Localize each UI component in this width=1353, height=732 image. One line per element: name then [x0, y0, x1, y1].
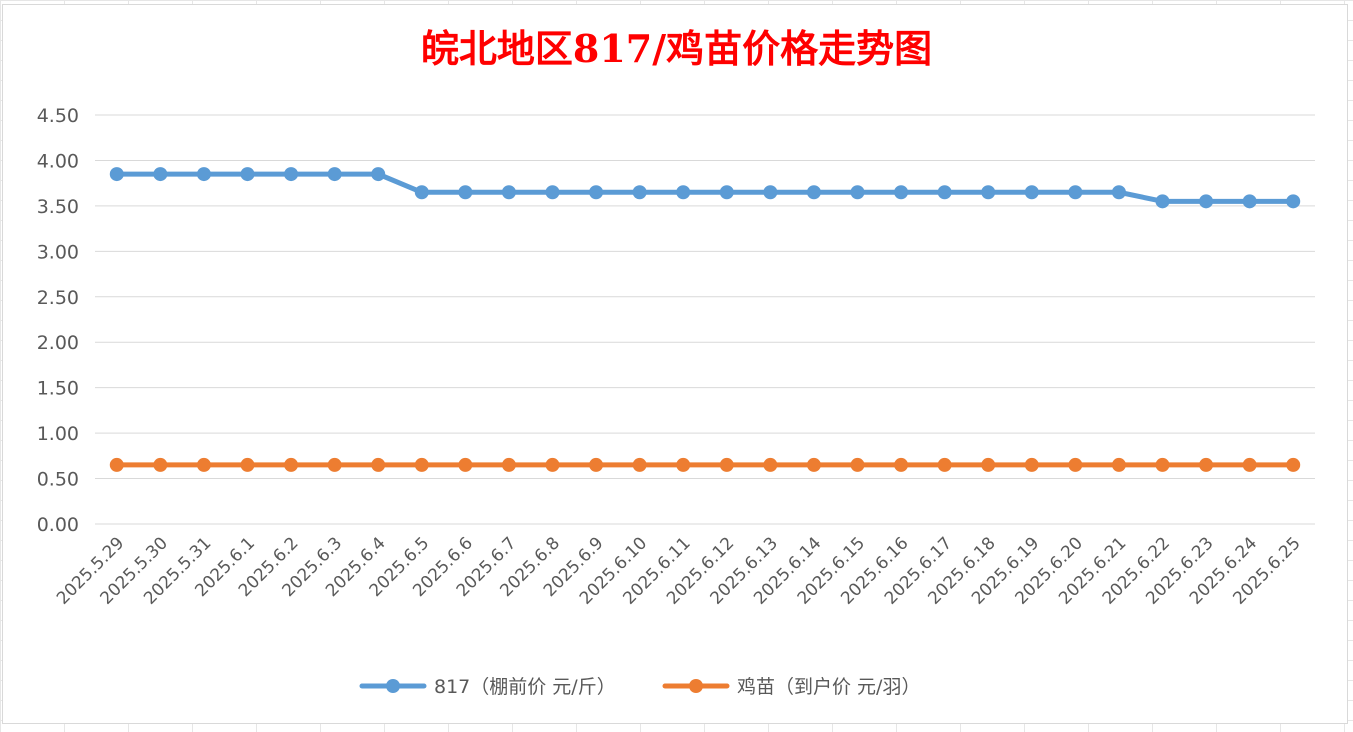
data-point[interactable]: [1155, 457, 1170, 472]
data-point[interactable]: [284, 457, 299, 472]
legend-entry[interactable]: 817（棚前价 元/斤）: [359, 676, 616, 698]
y-tick-label: 4.00: [37, 150, 79, 172]
data-point[interactable]: [719, 185, 734, 200]
data-point[interactable]: [1242, 457, 1257, 472]
data-point[interactable]: [371, 457, 386, 472]
data-point[interactable]: [1155, 194, 1170, 209]
x-axis-tick-labels: 2025.5.292025.5.302025.5.312025.6.12025.…: [53, 533, 1305, 608]
data-point[interactable]: [327, 167, 342, 182]
series-line[interactable]: [114, 171, 1296, 204]
data-point[interactable]: [109, 457, 124, 472]
data-point[interactable]: [545, 185, 560, 200]
data-point[interactable]: [632, 457, 647, 472]
legend-label: 鸡苗（到户价 元/羽）: [737, 676, 920, 698]
data-point[interactable]: [240, 457, 255, 472]
data-point[interactable]: [458, 185, 473, 200]
data-point[interactable]: [763, 457, 778, 472]
data-point[interactable]: [545, 457, 560, 472]
data-point[interactable]: [414, 185, 429, 200]
data-point[interactable]: [937, 457, 952, 472]
y-tick-label: 4.50: [37, 105, 79, 127]
gridlines: [95, 114, 1315, 525]
y-axis-tick-labels: 0.00 0.50 1.00 1.50 2.00 2.50 3.00 3.50 4.00 4.50: [37, 105, 79, 536]
data-point[interactable]: [806, 185, 821, 200]
data-point[interactable]: [109, 167, 124, 182]
data-point[interactable]: [1024, 457, 1039, 472]
data-point[interactable]: [196, 457, 211, 472]
data-point[interactable]: [458, 457, 473, 472]
data-point[interactable]: [501, 457, 516, 472]
data-point[interactable]: [981, 185, 996, 200]
data-point[interactable]: [937, 185, 952, 200]
data-point[interactable]: [327, 457, 342, 472]
data-point[interactable]: [676, 185, 691, 200]
chart-title: 皖北地区817/鸡苗价格走势图: [420, 26, 933, 71]
data-point[interactable]: [719, 457, 734, 472]
data-point[interactable]: [676, 457, 691, 472]
data-point[interactable]: [1024, 185, 1039, 200]
data-point[interactable]: [501, 185, 516, 200]
series-lines: [109, 167, 1301, 472]
y-tick-label: 0.50: [37, 469, 79, 491]
legend-marker-swatch: [386, 679, 400, 693]
y-tick-label: 2.00: [37, 332, 79, 354]
data-point[interactable]: [1199, 457, 1214, 472]
series-group: [109, 167, 1301, 209]
y-tick-label: 3.50: [37, 196, 79, 218]
y-tick-label: 2.50: [37, 287, 79, 309]
legend-label: 817（棚前价 元/斤）: [434, 676, 616, 698]
data-point[interactable]: [1068, 185, 1083, 200]
legend-marker-swatch: [689, 679, 703, 693]
data-point[interactable]: [850, 457, 865, 472]
data-point[interactable]: [589, 457, 604, 472]
data-point[interactable]: [153, 167, 168, 182]
data-point[interactable]: [284, 167, 299, 182]
data-point[interactable]: [1111, 185, 1126, 200]
data-point[interactable]: [371, 167, 386, 182]
chart-frame[interactable]: [2, 4, 1348, 724]
data-point[interactable]: [894, 185, 909, 200]
data-point[interactable]: [240, 167, 255, 182]
y-tick-label: 0.00: [37, 514, 79, 536]
legend[interactable]: 817（棚前价 元/斤） 鸡苗（到户价 元/羽）: [359, 676, 920, 698]
data-point[interactable]: [763, 185, 778, 200]
data-point[interactable]: [153, 457, 168, 472]
data-point[interactable]: [1199, 194, 1214, 209]
legend-entry[interactable]: 鸡苗（到户价 元/羽）: [662, 676, 920, 698]
data-point[interactable]: [1068, 457, 1083, 472]
series-group: [109, 457, 1301, 472]
data-point[interactable]: [850, 185, 865, 200]
y-tick-label: 1.50: [37, 378, 79, 400]
data-point[interactable]: [589, 185, 604, 200]
data-point[interactable]: [632, 185, 647, 200]
y-tick-label: 1.00: [37, 423, 79, 445]
data-point[interactable]: [196, 167, 211, 182]
data-point[interactable]: [806, 457, 821, 472]
data-point[interactable]: [981, 457, 996, 472]
data-point[interactable]: [1242, 194, 1257, 209]
y-tick-label: 3.00: [37, 241, 79, 263]
data-point[interactable]: [894, 457, 909, 472]
data-point[interactable]: [1286, 194, 1301, 209]
data-point[interactable]: [1111, 457, 1126, 472]
data-point[interactable]: [1286, 457, 1301, 472]
data-point[interactable]: [414, 457, 429, 472]
